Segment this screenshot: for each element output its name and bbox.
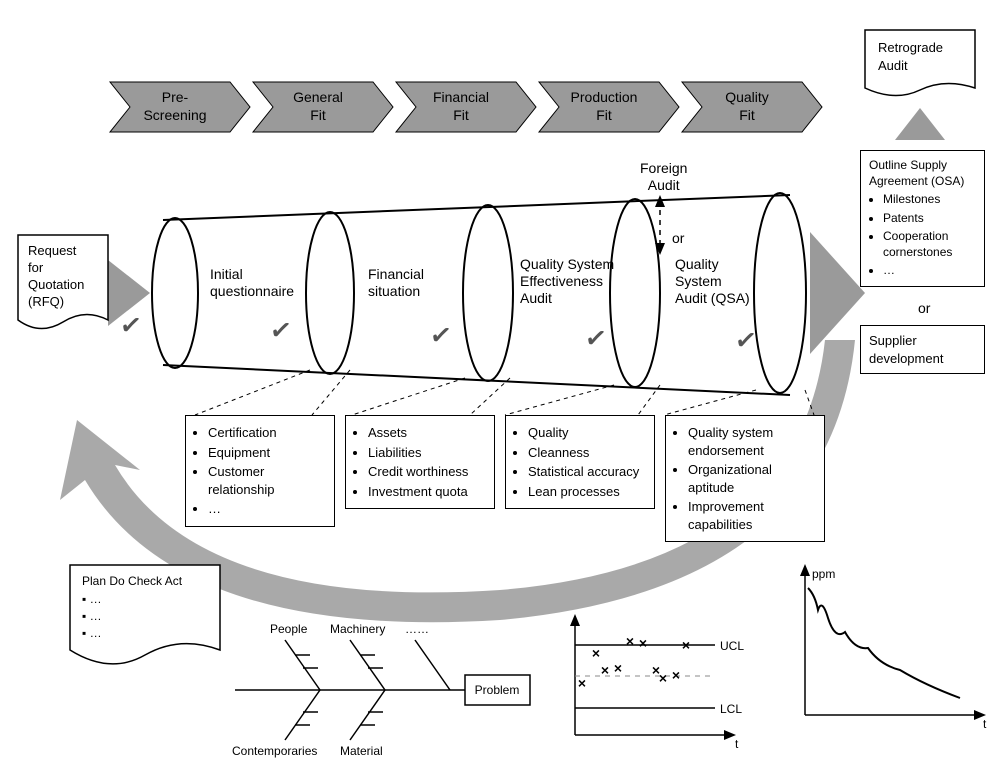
- svg-text:×: ×: [626, 633, 634, 649]
- chevron-quality: Quality Fit: [682, 82, 822, 132]
- svg-text:×: ×: [614, 660, 622, 676]
- foreign-audit-label: ForeignAudit: [640, 160, 687, 194]
- stage-1-label: Initialquestionnaire: [210, 266, 294, 300]
- fishbone-top2: Machinery: [330, 622, 385, 636]
- svg-text:t: t: [735, 737, 739, 751]
- chevron-production: Production Fit: [539, 82, 679, 132]
- svg-text:Financial: Financial: [433, 89, 489, 105]
- svg-text:LCL: LCL: [720, 702, 742, 716]
- svg-text:▪ …: ▪ …: [82, 592, 102, 606]
- svg-text:UCL: UCL: [720, 639, 744, 653]
- detail-box-2: Assets Liabilities Credit worthiness Inv…: [345, 415, 495, 509]
- svg-text:Plan Do Check Act: Plan Do Check Act: [82, 574, 183, 588]
- supplier-dev-box: Supplier development: [860, 325, 985, 374]
- rfq-doc: Request for Quotation (RFQ): [18, 235, 108, 329]
- svg-text:×: ×: [592, 645, 600, 661]
- svg-text:Fit: Fit: [596, 107, 612, 123]
- ppm-chart: ppm t: [800, 564, 987, 731]
- svg-text:Audit: Audit: [878, 58, 908, 73]
- chevron-financial: Financial Fit: [396, 82, 536, 132]
- base-svg: Pre- Screening General Fit Financial Fit…: [0, 0, 999, 776]
- check-4: ✓: [733, 324, 759, 358]
- svg-text:×: ×: [672, 667, 680, 683]
- stage-2-label: Financialsituation: [368, 266, 424, 300]
- osa-box: Outline Supply Agreement (OSA) Milestone…: [860, 150, 985, 287]
- svg-text:t: t: [983, 717, 987, 731]
- fishbone-top1: People: [270, 622, 308, 636]
- chevron-row: Pre- Screening General Fit Financial Fit…: [110, 82, 822, 132]
- fishbone-top3: ……: [405, 622, 429, 636]
- control-chart: UCL LCL t ××××××××××: [570, 614, 744, 751]
- svg-text:Fit: Fit: [310, 107, 326, 123]
- detail-box-3: Quality Cleanness Statistical accuracy L…: [505, 415, 655, 509]
- svg-text:(RFQ): (RFQ): [28, 294, 64, 309]
- diagram-root: Pre- Screening General Fit Financial Fit…: [0, 0, 999, 776]
- svg-text:General: General: [293, 89, 343, 105]
- fishbone-head: Problem: [475, 683, 520, 697]
- chevron-general: General Fit: [253, 82, 393, 132]
- svg-text:×: ×: [659, 670, 667, 686]
- foreign-audit-arrow: [655, 195, 665, 255]
- svg-text:Pre-: Pre-: [162, 89, 189, 105]
- fishbone-bot1: Contemporaries: [232, 744, 317, 758]
- check-2: ✓: [428, 319, 454, 353]
- or-label-1: or: [672, 230, 684, 247]
- svg-text:×: ×: [601, 662, 609, 678]
- svg-text:×: ×: [682, 637, 690, 653]
- svg-text:▪ …: ▪ …: [82, 626, 102, 640]
- svg-text:×: ×: [639, 635, 647, 651]
- svg-text:Fit: Fit: [453, 107, 469, 123]
- check-1: ✓: [268, 314, 294, 348]
- check-3: ✓: [583, 322, 609, 356]
- osa-up-arrow: [895, 108, 945, 140]
- svg-text:for: for: [28, 260, 44, 275]
- svg-text:Quality: Quality: [725, 89, 769, 105]
- arrow-out: [810, 232, 865, 354]
- svg-text:Request: Request: [28, 243, 77, 258]
- check-0: ✓: [118, 309, 144, 343]
- svg-text:Retrograde: Retrograde: [878, 40, 943, 55]
- stage-4-label: QualitySystemAudit (QSA): [675, 256, 750, 306]
- svg-text:Quotation: Quotation: [28, 277, 84, 292]
- detail-box-4: Quality system endorsement Organizationa…: [665, 415, 825, 542]
- svg-text:Fit: Fit: [739, 107, 755, 123]
- pdca-doc: Plan Do Check Act ▪ … ▪ … ▪ …: [70, 565, 220, 664]
- stage-3-label: Quality SystemEffectivenessAudit: [520, 256, 614, 306]
- retrograde-doc: Retrograde Audit: [865, 30, 975, 96]
- svg-text:▪ …: ▪ …: [82, 609, 102, 623]
- svg-text:Screening: Screening: [143, 107, 206, 123]
- svg-text:Production: Production: [571, 89, 638, 105]
- chevron-prescreening: Pre- Screening: [110, 82, 250, 132]
- fishbone-bot2: Material: [340, 744, 383, 758]
- svg-text:ppm: ppm: [812, 567, 835, 581]
- detail-box-1: Certification Equipment Customer relatio…: [185, 415, 335, 527]
- or-label-2: or: [918, 300, 930, 317]
- svg-text:×: ×: [578, 675, 586, 691]
